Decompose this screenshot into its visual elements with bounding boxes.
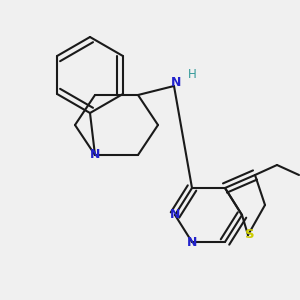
Text: N: N xyxy=(170,208,180,221)
Text: H: H xyxy=(188,68,196,80)
Text: N: N xyxy=(90,148,100,161)
Text: N: N xyxy=(187,236,197,248)
Text: S: S xyxy=(245,229,255,242)
Text: N: N xyxy=(171,76,181,88)
